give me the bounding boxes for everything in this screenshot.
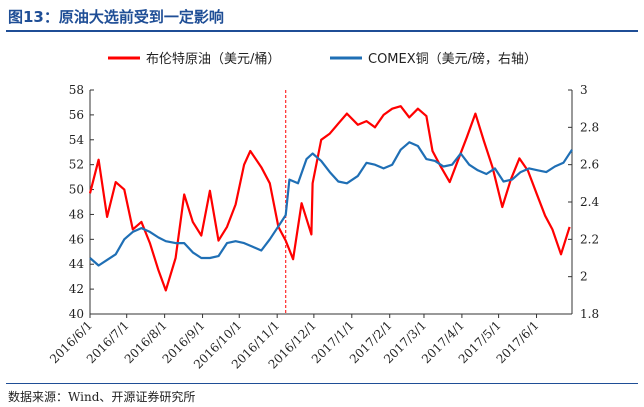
left-axis-tick-label: 48 — [69, 207, 84, 221]
source-rule — [6, 383, 638, 384]
chart-title: 图13：原油大选前受到一定影响 — [8, 8, 224, 26]
right-axis-tick-label: 2.6 — [580, 158, 599, 172]
left-axis-tick-label: 58 — [69, 83, 84, 97]
chart-legend: 布伦特原油（美元/桶） COMEX铜（美元/磅，右轴） — [108, 51, 537, 67]
right-axis-tick-label: 2.2 — [580, 232, 599, 246]
left-axis-tick-label: 42 — [69, 282, 84, 296]
right-axis-tick-label: 2.4 — [580, 195, 599, 209]
left-axis-tick-label: 44 — [69, 257, 85, 271]
chart-series — [88, 105, 573, 292]
left-axis-tick-label: 40 — [69, 307, 84, 321]
title-rule — [6, 30, 638, 32]
left-axis-tick-label: 52 — [69, 158, 84, 172]
data-source: 数据来源：Wind、开源证券研究所 — [8, 390, 196, 404]
chart-axes: 404244464850525456581.822.22.42.62.83201… — [47, 83, 599, 372]
right-axis-tick-label: 2 — [580, 270, 588, 284]
right-axis-tick-label: 1.8 — [580, 307, 599, 321]
legend-item-brent-label: 布伦特原油（美元/桶） — [146, 52, 280, 67]
left-axis-tick-label: 50 — [69, 183, 84, 197]
brent-oil-line — [88, 105, 571, 292]
right-axis-tick-label: 3 — [580, 83, 588, 97]
left-axis-tick-label: 56 — [69, 108, 84, 122]
legend-item-copper-label: COMEX铜（美元/磅，右轴） — [368, 51, 537, 67]
right-axis-tick-label: 2.8 — [580, 120, 599, 134]
comex-copper-line — [89, 141, 573, 267]
left-axis-tick-label: 46 — [69, 232, 84, 246]
left-axis-tick-label: 54 — [69, 133, 85, 147]
chart: 布伦特原油（美元/桶） COMEX铜（美元/磅，右轴） 40 42 44 46 48 50 5… — [47, 51, 599, 372]
